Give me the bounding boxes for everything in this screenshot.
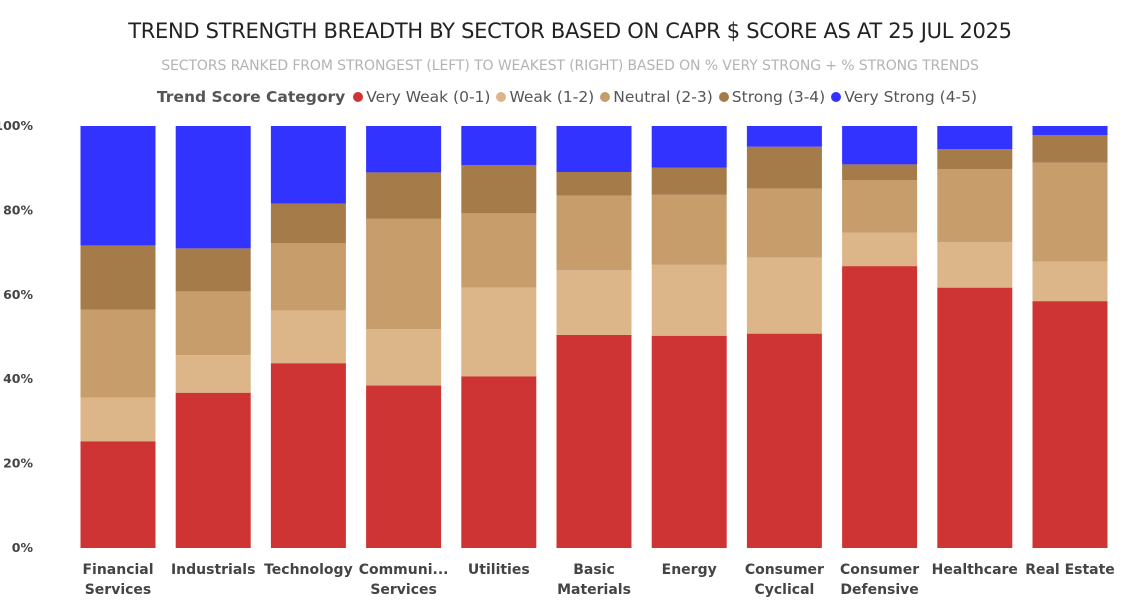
- chart-legend: Trend Score Category Very Weak (0-1) Wea…: [0, 88, 1123, 106]
- bar-segment[interactable]: [556, 171, 632, 196]
- bar-segment[interactable]: [1032, 126, 1108, 136]
- bar-segment[interactable]: [461, 165, 537, 214]
- y-tick-label: 40%: [3, 371, 33, 386]
- legend-title: Trend Score Category: [156, 88, 346, 106]
- y-tick-label: 80%: [3, 202, 33, 217]
- y-tick-label: 100%: [0, 118, 33, 133]
- legend-label: Very Strong (4-5): [844, 88, 978, 106]
- bar-segment[interactable]: [366, 172, 442, 219]
- bar-segment[interactable]: [80, 397, 156, 442]
- bar-segment[interactable]: [80, 245, 156, 310]
- bar-segment[interactable]: [80, 309, 156, 398]
- bar-segment[interactable]: [651, 126, 727, 168]
- bar-segment[interactable]: [937, 242, 1013, 288]
- legend-label: Strong (3-4): [731, 88, 826, 106]
- bar-segment[interactable]: [937, 287, 1013, 548]
- bar-segment[interactable]: [842, 232, 918, 267]
- legend-label: Neutral (2-3): [613, 88, 713, 106]
- bar-segment[interactable]: [842, 266, 918, 548]
- legend-item-very-weak[interactable]: Very Weak (0-1): [353, 88, 490, 106]
- legend-item-weak[interactable]: Weak (1-2): [496, 88, 594, 106]
- bar-segment[interactable]: [175, 248, 251, 292]
- chart-title: TREND STRENGTH BREADTH BY SECTOR BASED O…: [128, 19, 1012, 43]
- x-tick-label: Basic Materials: [557, 562, 631, 598]
- x-tick-label: Consumer Defensive: [840, 562, 919, 598]
- y-tick-label: 60%: [3, 287, 33, 302]
- bar-segment[interactable]: [80, 441, 156, 548]
- bar-segment[interactable]: [270, 203, 346, 244]
- bar-segment[interactable]: [937, 149, 1013, 170]
- bar-segment[interactable]: [937, 126, 1013, 150]
- bar-segment[interactable]: [556, 270, 632, 335]
- bar-segment[interactable]: [746, 333, 822, 548]
- legend-label: Weak (1-2): [509, 88, 595, 106]
- bar-segment[interactable]: [937, 169, 1013, 243]
- bar-segment[interactable]: [556, 126, 632, 172]
- bar-segment[interactable]: [1032, 135, 1108, 163]
- x-tick-label: Financial Services: [82, 562, 153, 598]
- bar-segment[interactable]: [1032, 162, 1108, 262]
- legend-marker: [718, 92, 729, 102]
- bar-segment[interactable]: [651, 167, 727, 195]
- bar-segment[interactable]: [366, 126, 442, 173]
- y-tick-label: 20%: [3, 456, 33, 471]
- legend-marker: [496, 92, 507, 102]
- bar-segment[interactable]: [746, 257, 822, 334]
- bar-segment[interactable]: [746, 188, 822, 258]
- bar-segment[interactable]: [175, 392, 251, 548]
- bar-segment[interactable]: [556, 334, 632, 548]
- legend-item-very-strong[interactable]: Very Strong (4-5): [831, 88, 977, 106]
- bar-segment[interactable]: [175, 355, 251, 393]
- legend-marker: [353, 92, 364, 102]
- x-tick-label: Consumer Cyclical: [745, 562, 824, 598]
- bar-segment[interactable]: [270, 243, 346, 311]
- chart-subtitle: SECTORS RANKED FROM STRONGEST (LEFT) TO …: [161, 58, 979, 74]
- legend-marker: [831, 92, 842, 102]
- bar-segment[interactable]: [556, 195, 632, 271]
- bar-segment[interactable]: [80, 126, 156, 246]
- bar-segment[interactable]: [461, 126, 537, 166]
- bar-segment[interactable]: [842, 126, 918, 165]
- legend-item-neutral[interactable]: Neutral (2-3): [600, 88, 713, 106]
- x-tick-label: Utilities: [468, 562, 530, 578]
- x-tick-label: Healthcare: [932, 562, 1018, 578]
- bar-segment[interactable]: [1032, 261, 1108, 302]
- bar-segment[interactable]: [651, 335, 727, 548]
- y-tick-label: 0%: [12, 540, 34, 555]
- bar-segment[interactable]: [651, 264, 727, 336]
- bar-segment[interactable]: [461, 287, 537, 377]
- bar-segment[interactable]: [366, 328, 442, 386]
- bar-segment[interactable]: [270, 310, 346, 364]
- x-tick-label: Real Estate: [1025, 562, 1115, 578]
- bar-segment[interactable]: [842, 180, 918, 233]
- bar-segment[interactable]: [1032, 301, 1108, 548]
- bar-segment[interactable]: [746, 126, 822, 147]
- bar-segment[interactable]: [366, 218, 442, 329]
- legend-marker: [600, 92, 611, 102]
- bar-segment[interactable]: [842, 164, 918, 181]
- x-tick-label: Communi... Services: [359, 562, 449, 598]
- x-tick-label: Energy: [662, 562, 717, 578]
- x-tick-label: Technology: [264, 562, 353, 578]
- legend-label: Very Weak (0-1): [366, 88, 491, 106]
- bar-segment[interactable]: [270, 126, 346, 204]
- bar-segment[interactable]: [461, 376, 537, 548]
- bar-segment[interactable]: [366, 385, 442, 548]
- bar-segment[interactable]: [270, 363, 346, 548]
- bar-segment[interactable]: [746, 146, 822, 189]
- bar-segment[interactable]: [175, 291, 251, 356]
- x-tick-label: Industrials: [171, 562, 255, 578]
- bar-segment[interactable]: [461, 213, 537, 288]
- legend-item-strong[interactable]: Strong (3-4): [718, 88, 826, 106]
- bar-segment[interactable]: [651, 194, 727, 265]
- bar-segment[interactable]: [175, 126, 251, 249]
